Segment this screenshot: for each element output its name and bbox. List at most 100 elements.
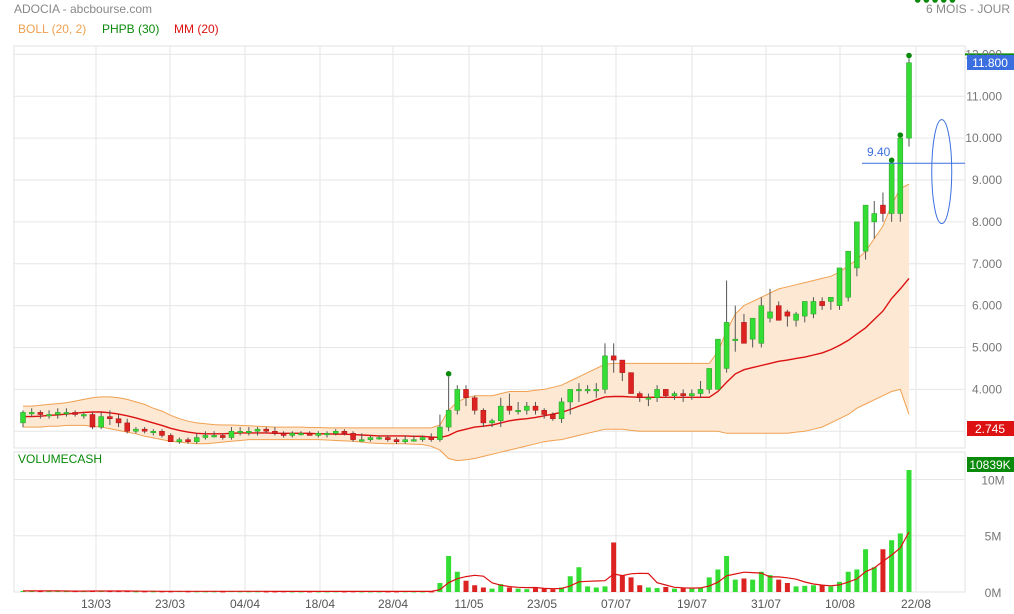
legend-phpb: PHPB (30) (102, 22, 159, 36)
volume-bar (906, 470, 912, 592)
candle-body (506, 405, 513, 411)
candle-body (193, 437, 200, 442)
candle-body (272, 431, 278, 434)
candle-body (854, 221, 860, 269)
candle-body (697, 389, 704, 394)
candle-body (810, 301, 817, 315)
chart-title: ADOCIA - abcbourse.com (14, 2, 152, 16)
x-tick-label: 13/03 (81, 597, 111, 611)
candle-body (480, 410, 487, 424)
volume-bar (628, 577, 634, 592)
volume-bar (663, 586, 669, 592)
candle-body (315, 433, 322, 436)
candle-body (133, 428, 139, 432)
volume-bar (532, 588, 538, 592)
phpb-dot (923, 0, 930, 3)
volume-bar (863, 549, 869, 592)
candle-body (706, 368, 712, 390)
candle-body (463, 389, 469, 398)
volume-bar (133, 591, 139, 593)
candle-body (20, 412, 26, 424)
candle-body (141, 428, 148, 432)
candle-body (471, 397, 478, 411)
candle-body (819, 301, 825, 306)
volume-bar (550, 589, 556, 592)
volume-bar (585, 586, 591, 592)
candle-body (767, 311, 773, 319)
volume-bar (689, 588, 695, 592)
volume-bar (46, 591, 52, 593)
volume-bar (810, 585, 816, 592)
candle-body (715, 338, 721, 390)
candle-body (645, 397, 652, 400)
candle-body (185, 439, 191, 442)
price-tick-label: 5.000 (972, 341, 1002, 355)
candle-body (81, 414, 87, 417)
candle-body (593, 389, 600, 392)
price-tick-label: 11.000 (966, 89, 1002, 103)
candle-body (871, 213, 878, 223)
phpb-dot (932, 0, 938, 3)
candle-body (107, 416, 113, 419)
candle-body (862, 204, 869, 252)
candle-body (254, 428, 261, 432)
candle-body (115, 418, 122, 424)
candle-body (332, 431, 339, 434)
candle-body (150, 431, 157, 433)
candle-body (428, 437, 435, 440)
candle-body (619, 359, 626, 373)
candle-body (350, 433, 356, 440)
price-tick-label: 4.000 (972, 382, 1002, 396)
candle-body (689, 393, 695, 396)
candle-body (515, 410, 521, 413)
phpb-dot (940, 0, 947, 3)
candle-body (749, 317, 756, 340)
volume-bars (20, 470, 912, 593)
candle-body (46, 414, 52, 417)
candle-body (497, 405, 504, 422)
candle-body (306, 433, 313, 436)
volume-bar (602, 586, 608, 592)
candle-body (376, 437, 382, 440)
candle-body (72, 412, 78, 415)
candle-body (298, 433, 304, 436)
candle-body (584, 389, 591, 392)
volume-bar (645, 587, 651, 592)
candle-body (550, 414, 556, 419)
candle-body (897, 137, 904, 214)
candle-body (220, 435, 226, 438)
candle-body (263, 428, 269, 432)
volume-bar (828, 586, 834, 592)
candle-body (628, 372, 634, 394)
candle-body (341, 431, 348, 434)
price-tick-label: 9.000 (972, 173, 1002, 187)
volume-bar (567, 576, 573, 592)
volume-tick-label: 10M (981, 473, 1004, 487)
volume-bar (837, 581, 843, 592)
x-tick-label: 31/07 (751, 597, 781, 611)
volume-bar (671, 588, 677, 592)
candle-body (828, 297, 834, 302)
candle-body (524, 405, 530, 411)
volume-bar (37, 591, 43, 593)
volume-panel-frame (13, 451, 966, 593)
phpb-dots (445, 0, 956, 377)
volume-bar (619, 575, 625, 592)
candle-body (663, 389, 669, 396)
volume-bar (854, 569, 860, 592)
candle-body (445, 410, 452, 428)
volume-bar (498, 584, 504, 592)
candle-body (124, 422, 130, 432)
candle-body (437, 426, 443, 440)
candle-body (202, 435, 209, 438)
candle-body (411, 439, 417, 442)
last-price-label: 11.800 (972, 56, 1008, 70)
volume-bar (784, 582, 790, 592)
phpb-dot (949, 0, 956, 3)
volume-bar (150, 591, 156, 593)
volume-bar (446, 555, 452, 592)
volume-bar (819, 585, 825, 592)
volume-bar (897, 533, 903, 592)
x-tick-label: 19/07 (677, 597, 707, 611)
